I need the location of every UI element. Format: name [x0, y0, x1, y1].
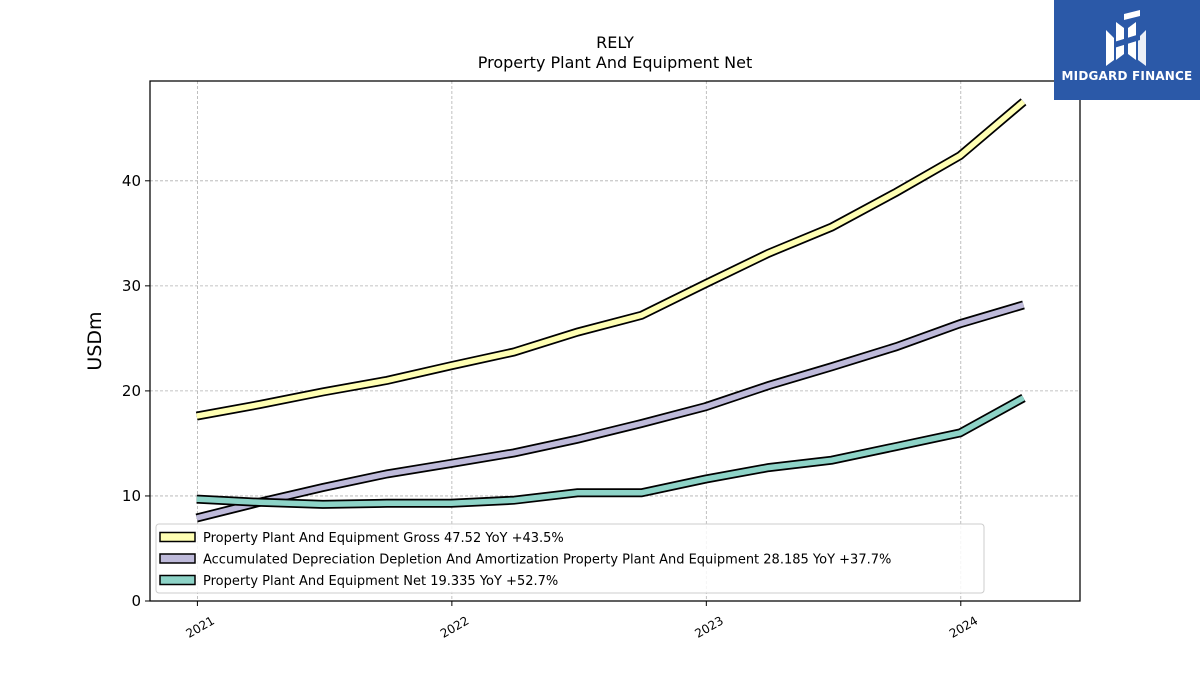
- legend-box: [155, 523, 985, 594]
- series-2: [195, 300, 1025, 523]
- series-line: [196, 395, 1025, 508]
- y-tick-label: 40: [122, 172, 141, 190]
- legend-swatch: [159, 531, 196, 543]
- y-tick-label: 20: [122, 382, 141, 400]
- chart-subtitle: Property Plant And Equipment Net: [478, 53, 753, 72]
- plot-frame: [149, 80, 1081, 602]
- series-line: [196, 99, 1026, 419]
- y-tick-label: 10: [122, 487, 141, 505]
- y-tick-label: 0: [131, 592, 141, 610]
- legend-swatch: [159, 574, 196, 586]
- y-axis: 0 10 20 30 40: [122, 172, 150, 610]
- series-1: [195, 98, 1027, 421]
- legend-label: Accumulated Depreciation Depletion And A…: [203, 553, 891, 568]
- x-tick-label: 2021: [183, 613, 216, 640]
- x-tick-label: 2022: [438, 613, 471, 640]
- chart-title: RELY: [596, 33, 634, 52]
- y-axis-label: USDm: [84, 311, 106, 370]
- legend-label: Property Plant And Equipment Gross 47.52…: [203, 531, 564, 546]
- series-line-outline: [195, 98, 1027, 421]
- legend: Property Plant And Equipment Gross 47.52…: [155, 523, 985, 594]
- series-line: [196, 302, 1025, 521]
- logo: MIDGARD FINANCE: [1054, 0, 1200, 100]
- x-axis: 2021 2022 2023 2024: [183, 601, 980, 641]
- midgard-logo-icon: [1106, 10, 1146, 66]
- grid: [150, 81, 1080, 601]
- legend-label: Property Plant And Equipment Net 19.335 …: [203, 574, 558, 589]
- legend-swatch: [159, 553, 196, 564]
- series-3: [196, 393, 1026, 509]
- x-tick-label: 2023: [692, 613, 725, 640]
- x-tick-label: 2024: [947, 613, 980, 640]
- series-lines: [195, 98, 1027, 523]
- logo-text: MIDGARD FINANCE: [1061, 69, 1193, 83]
- y-tick-label: 30: [122, 277, 141, 295]
